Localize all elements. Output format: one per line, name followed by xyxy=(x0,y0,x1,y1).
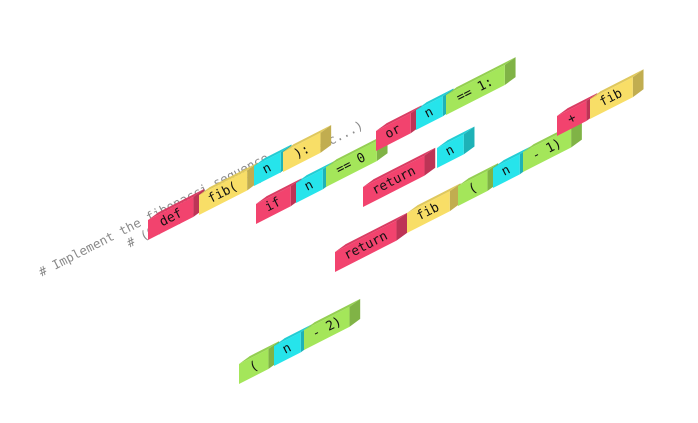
block-front-face xyxy=(199,170,248,215)
block-front-face xyxy=(437,134,464,168)
block-top-face xyxy=(326,133,388,167)
block-front-face xyxy=(254,152,281,186)
block-front-face xyxy=(304,306,350,350)
block-top-face xyxy=(335,212,408,252)
block-front-face xyxy=(407,191,450,233)
block-front-face xyxy=(590,77,633,119)
block-top-face xyxy=(304,298,361,330)
block-front-face xyxy=(239,349,269,384)
block-top-face xyxy=(283,125,332,152)
block-shape xyxy=(437,126,475,168)
block-shape xyxy=(283,125,332,172)
block-top-face xyxy=(254,144,292,166)
block-side-face xyxy=(449,183,461,212)
block-top-face xyxy=(199,162,258,195)
block-shape xyxy=(407,183,461,233)
block-top-face xyxy=(376,105,422,131)
block-front-face xyxy=(363,155,425,207)
block-front-face xyxy=(256,186,291,224)
block-top-face xyxy=(148,188,205,220)
block-front-face xyxy=(416,96,443,130)
block-top-face xyxy=(437,126,475,148)
block-front-face xyxy=(458,171,488,206)
block-top-face xyxy=(274,324,312,346)
block-shape xyxy=(446,57,516,115)
block-shape xyxy=(363,147,436,207)
comment-line-1: # Implement the fibonacci sequence xyxy=(36,149,271,280)
block-shape xyxy=(335,212,408,272)
block-front-face xyxy=(493,154,520,188)
block-side-face xyxy=(349,298,361,327)
block-top-face xyxy=(557,93,598,116)
block-front-face xyxy=(523,127,572,172)
block-side-face xyxy=(504,57,516,86)
block-top-face xyxy=(458,163,499,186)
block-side-face xyxy=(632,69,644,98)
block-front-face xyxy=(326,141,377,187)
block-front-face xyxy=(148,196,194,240)
block-side-face xyxy=(320,125,332,153)
block-top-face xyxy=(256,178,302,204)
block-front-face xyxy=(296,169,323,203)
block-front-face xyxy=(557,101,587,136)
block-front-face xyxy=(283,132,321,172)
block-top-face xyxy=(239,341,280,364)
block-top-face xyxy=(363,147,436,187)
block-top-face xyxy=(416,88,454,110)
block-shape xyxy=(304,298,361,350)
block-front-face xyxy=(335,220,397,272)
block-top-face xyxy=(493,146,531,168)
block-side-face xyxy=(396,212,408,241)
block-shape xyxy=(590,69,644,119)
block-top-face xyxy=(446,57,516,95)
block-top-face xyxy=(296,161,334,183)
block-side-face xyxy=(424,147,436,176)
block-top-face xyxy=(590,69,644,99)
block-front-face xyxy=(376,113,411,151)
block-front-face xyxy=(274,332,301,366)
block-front-face xyxy=(446,65,505,115)
block-top-face xyxy=(407,183,461,213)
block-side-face xyxy=(463,126,475,155)
